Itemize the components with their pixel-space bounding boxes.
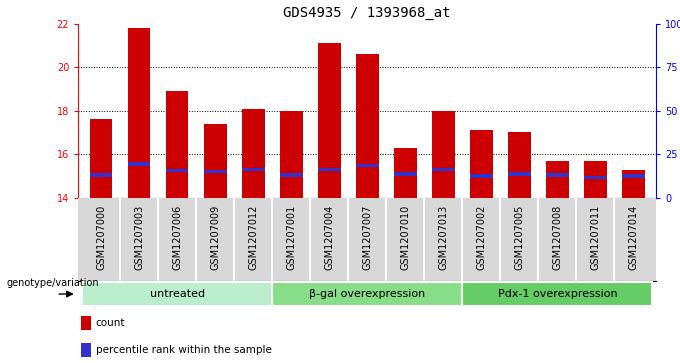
Title: GDS4935 / 1393968_at: GDS4935 / 1393968_at: [284, 6, 451, 20]
Bar: [584, 161, 607, 198]
Text: GSM1207006: GSM1207006: [172, 204, 182, 270]
Bar: [318, 168, 341, 171]
Text: Pdx-1 overexpression: Pdx-1 overexpression: [498, 289, 617, 299]
Bar: [470, 175, 493, 178]
Text: GSM1207009: GSM1207009: [210, 204, 220, 270]
Text: β-gal overexpression: β-gal overexpression: [309, 289, 425, 299]
Text: GSM1207003: GSM1207003: [134, 204, 144, 270]
Bar: [356, 54, 379, 198]
Text: GSM1207005: GSM1207005: [514, 204, 524, 270]
Bar: [279, 174, 303, 177]
Bar: [81, 316, 91, 330]
Bar: [508, 132, 530, 198]
Bar: [128, 28, 150, 198]
Text: GSM1207000: GSM1207000: [96, 204, 106, 270]
Text: genotype/variation: genotype/variation: [7, 278, 99, 288]
Bar: [546, 161, 568, 198]
Bar: [356, 163, 379, 167]
Bar: [508, 172, 530, 176]
Bar: [318, 43, 341, 198]
Text: GSM1207012: GSM1207012: [248, 204, 258, 270]
Text: untreated: untreated: [150, 289, 205, 299]
Text: GSM1207008: GSM1207008: [552, 204, 562, 270]
Text: GSM1207011: GSM1207011: [590, 204, 600, 270]
Text: GSM1207014: GSM1207014: [628, 204, 639, 270]
Bar: [432, 168, 455, 171]
Text: GSM1207010: GSM1207010: [401, 204, 410, 270]
Bar: [546, 174, 568, 177]
Text: GSM1207001: GSM1207001: [286, 204, 296, 270]
Bar: [394, 172, 417, 176]
Bar: [622, 170, 645, 198]
Bar: [82, 282, 272, 306]
Bar: [394, 148, 417, 198]
Text: percentile rank within the sample: percentile rank within the sample: [95, 345, 271, 355]
Bar: [272, 282, 462, 306]
Bar: [470, 130, 493, 198]
Text: GSM1207013: GSM1207013: [438, 204, 448, 270]
Bar: [81, 343, 91, 357]
Bar: [279, 111, 303, 198]
Bar: [462, 282, 652, 306]
Bar: [584, 176, 607, 179]
Bar: [241, 168, 265, 171]
Bar: [622, 175, 645, 178]
Bar: [241, 109, 265, 198]
Bar: [432, 111, 455, 198]
Bar: [204, 170, 226, 174]
Bar: [166, 91, 188, 198]
Bar: [166, 169, 188, 172]
Text: GSM1207002: GSM1207002: [476, 204, 486, 270]
Bar: [128, 162, 150, 166]
Bar: [204, 124, 226, 198]
Text: GSM1207004: GSM1207004: [324, 204, 334, 270]
Text: GSM1207007: GSM1207007: [362, 204, 372, 270]
Text: count: count: [95, 318, 125, 328]
Bar: [90, 174, 112, 177]
Bar: [90, 119, 112, 198]
